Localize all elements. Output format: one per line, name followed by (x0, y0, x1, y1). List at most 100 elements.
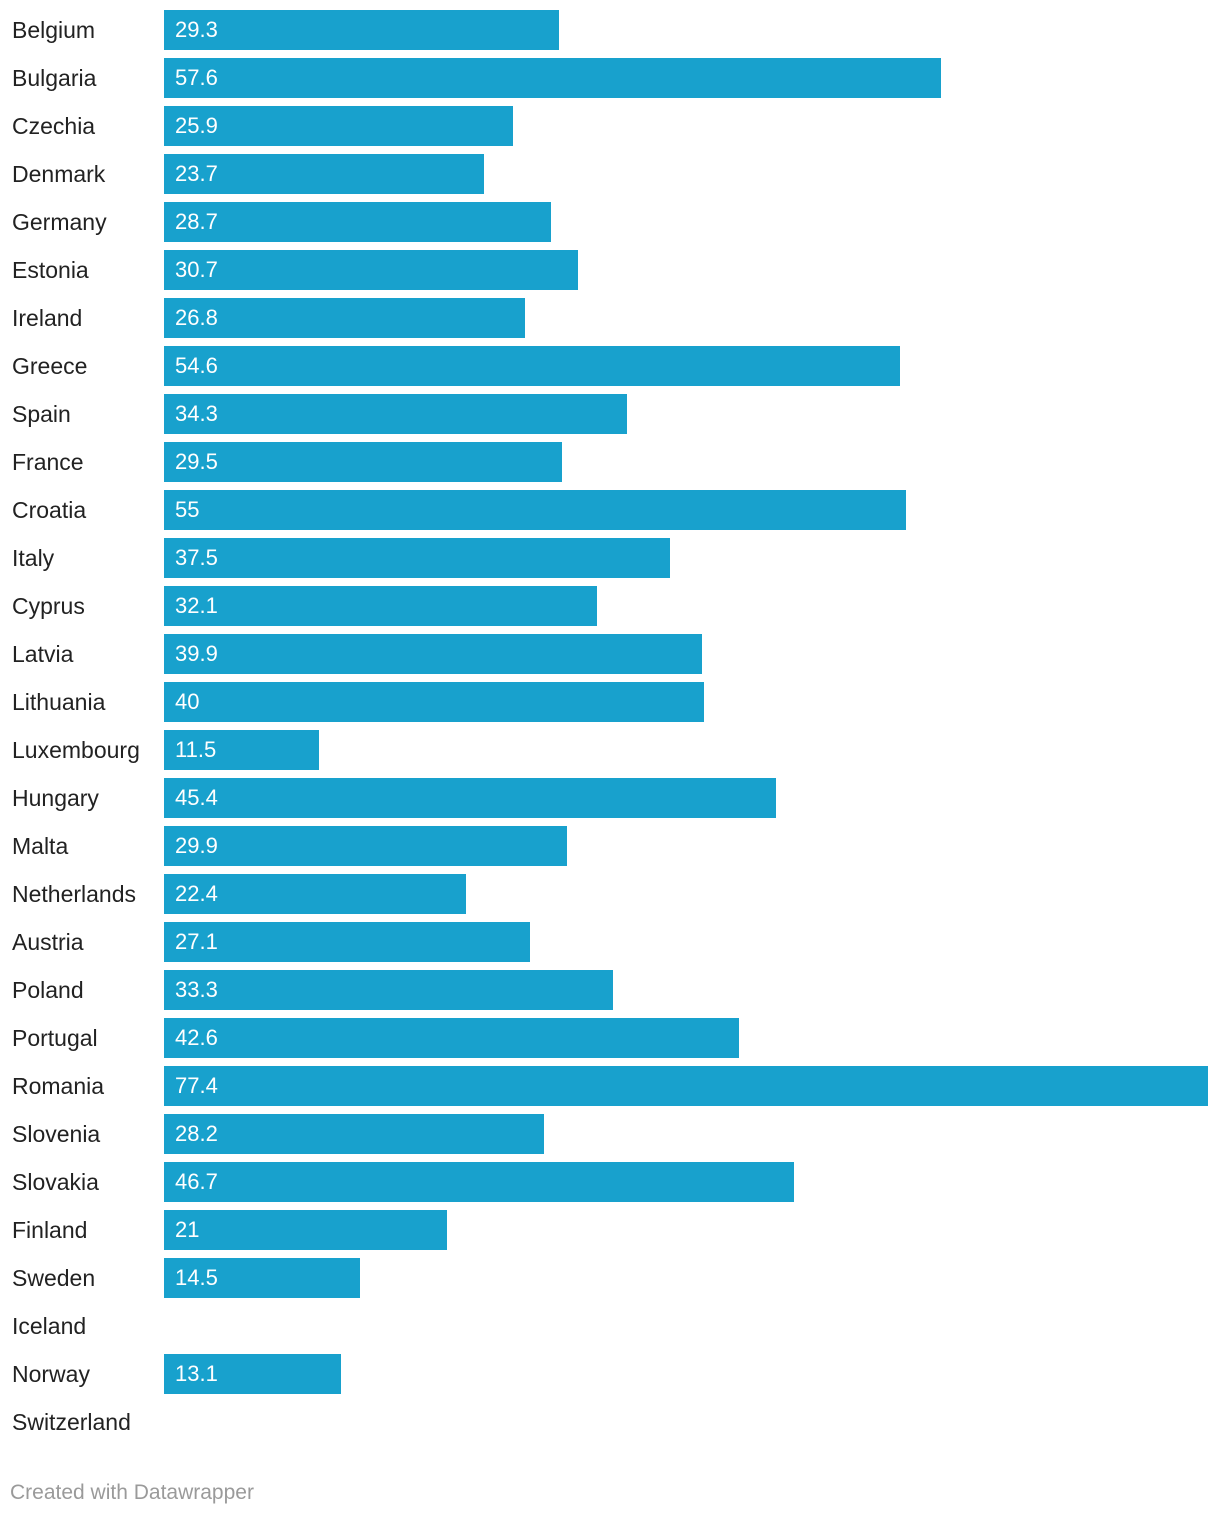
bar[interactable] (164, 298, 525, 338)
value-label: 42.6 (175, 1025, 218, 1050)
value-label: 26.8 (175, 305, 218, 330)
value-label: 25.9 (175, 113, 218, 138)
value-label: 11.5 (175, 737, 217, 762)
bar[interactable] (164, 1018, 739, 1058)
bar[interactable] (164, 826, 567, 866)
bar[interactable] (164, 538, 670, 578)
chart-row: Malta 29.9 (0, 826, 1220, 874)
category-label: Portugal (12, 1025, 98, 1051)
category-label: Spain (12, 401, 71, 427)
category-label: Netherlands (12, 881, 137, 907)
category-label: Romania (12, 1073, 105, 1099)
value-label: 14.5 (175, 1265, 218, 1290)
category-label: Norway (12, 1361, 90, 1387)
bar[interactable] (164, 778, 776, 818)
category-label: Latvia (12, 641, 74, 667)
chart-row: Lithuania 40 (0, 682, 1220, 730)
bar[interactable] (164, 490, 906, 530)
chart-row: Croatia 55 (0, 490, 1220, 538)
bar[interactable] (164, 394, 627, 434)
chart-row: Belgium 29.3 (0, 10, 1220, 58)
value-label: 46.7 (175, 1169, 218, 1194)
category-label: Cyprus (12, 593, 85, 619)
bar[interactable] (164, 1354, 341, 1394)
bar[interactable] (164, 250, 578, 290)
category-label: Switzerland (12, 1409, 131, 1435)
value-label: 33.3 (175, 977, 218, 1002)
category-label: Luxembourg (12, 737, 140, 763)
bar[interactable] (164, 442, 562, 482)
chart-row: Ireland 26.8 (0, 298, 1220, 346)
value-label: 37.5 (175, 545, 218, 570)
chart-row: Slovakia 46.7 (0, 1162, 1220, 1210)
chart-row: Latvia 39.9 (0, 634, 1220, 682)
value-label: 22.4 (175, 881, 218, 906)
category-label: Finland (12, 1217, 88, 1243)
bar[interactable] (164, 58, 941, 98)
value-label: 13.1 (175, 1361, 218, 1386)
chart-row: Germany 28.7 (0, 202, 1220, 250)
bar[interactable] (164, 1162, 794, 1202)
category-label: Slovenia (12, 1121, 101, 1147)
bar[interactable] (164, 154, 484, 194)
value-label: 57.6 (175, 65, 218, 90)
bar[interactable] (164, 922, 530, 962)
category-label: Slovakia (12, 1169, 99, 1195)
bar[interactable] (164, 682, 704, 722)
category-label: Germany (12, 209, 107, 235)
bar[interactable] (164, 874, 466, 914)
category-label: Belgium (12, 17, 96, 43)
bar[interactable] (164, 730, 319, 770)
chart-row: Denmark 23.7 (0, 154, 1220, 202)
value-label: 39.9 (175, 641, 218, 666)
value-label: 28.2 (175, 1121, 218, 1146)
value-label: 45.4 (175, 785, 218, 810)
chart-row: Cyprus 32.1 (0, 586, 1220, 634)
bar[interactable] (164, 1258, 360, 1298)
chart-row: Greece 54.6 (0, 346, 1220, 394)
category-label: Iceland (12, 1313, 87, 1339)
bar[interactable] (164, 586, 597, 626)
value-label: 29.5 (175, 449, 218, 474)
bar[interactable] (164, 106, 513, 146)
value-label: 77.4 (175, 1073, 218, 1098)
value-label: 34.3 (175, 401, 218, 426)
value-label: 40 (175, 689, 200, 714)
category-label: Poland (12, 977, 84, 1003)
bar[interactable] (164, 346, 900, 386)
chart-row: Estonia 30.7 (0, 250, 1220, 298)
value-label: 29.9 (175, 833, 218, 858)
category-label: Ireland (12, 305, 83, 331)
category-label: Greece (12, 353, 88, 379)
chart-row: Austria 27.1 (0, 922, 1220, 970)
category-label: Croatia (12, 497, 87, 523)
bar[interactable] (164, 634, 702, 674)
chart-row: France 29.5 (0, 442, 1220, 490)
value-label: 23.7 (175, 161, 218, 186)
chart-row: Norway 13.1 (0, 1354, 1220, 1402)
category-label: Malta (12, 833, 69, 859)
bar[interactable] (164, 1210, 447, 1250)
credit-text[interactable]: Created with Datawrapper (10, 1481, 254, 1504)
value-label: 32.1 (175, 593, 218, 618)
bar-chart: Belgium 29.3 Bulgaria 57.6 Czechia 25.9 Denmar… (0, 10, 1220, 1450)
value-label: 28.7 (175, 209, 218, 234)
value-label: 27.1 (175, 929, 218, 954)
category-label: Sweden (12, 1265, 96, 1291)
bar[interactable] (164, 202, 551, 242)
chart-row: Netherlands 22.4 (0, 874, 1220, 922)
category-label: Czechia (12, 113, 96, 139)
value-label: 29.3 (175, 17, 218, 42)
bar[interactable] (164, 1066, 1208, 1106)
chart-row: Switzerland (0, 1402, 1220, 1450)
chart-row: Iceland (0, 1306, 1220, 1354)
value-label: 54.6 (175, 353, 218, 378)
bar[interactable] (164, 10, 559, 50)
chart-row: Spain 34.3 (0, 394, 1220, 442)
category-label: Bulgaria (12, 65, 97, 91)
category-label: Italy (12, 545, 55, 571)
category-label: Denmark (12, 161, 106, 187)
bar[interactable] (164, 1114, 544, 1154)
category-label: Hungary (12, 785, 99, 811)
bar[interactable] (164, 970, 613, 1010)
